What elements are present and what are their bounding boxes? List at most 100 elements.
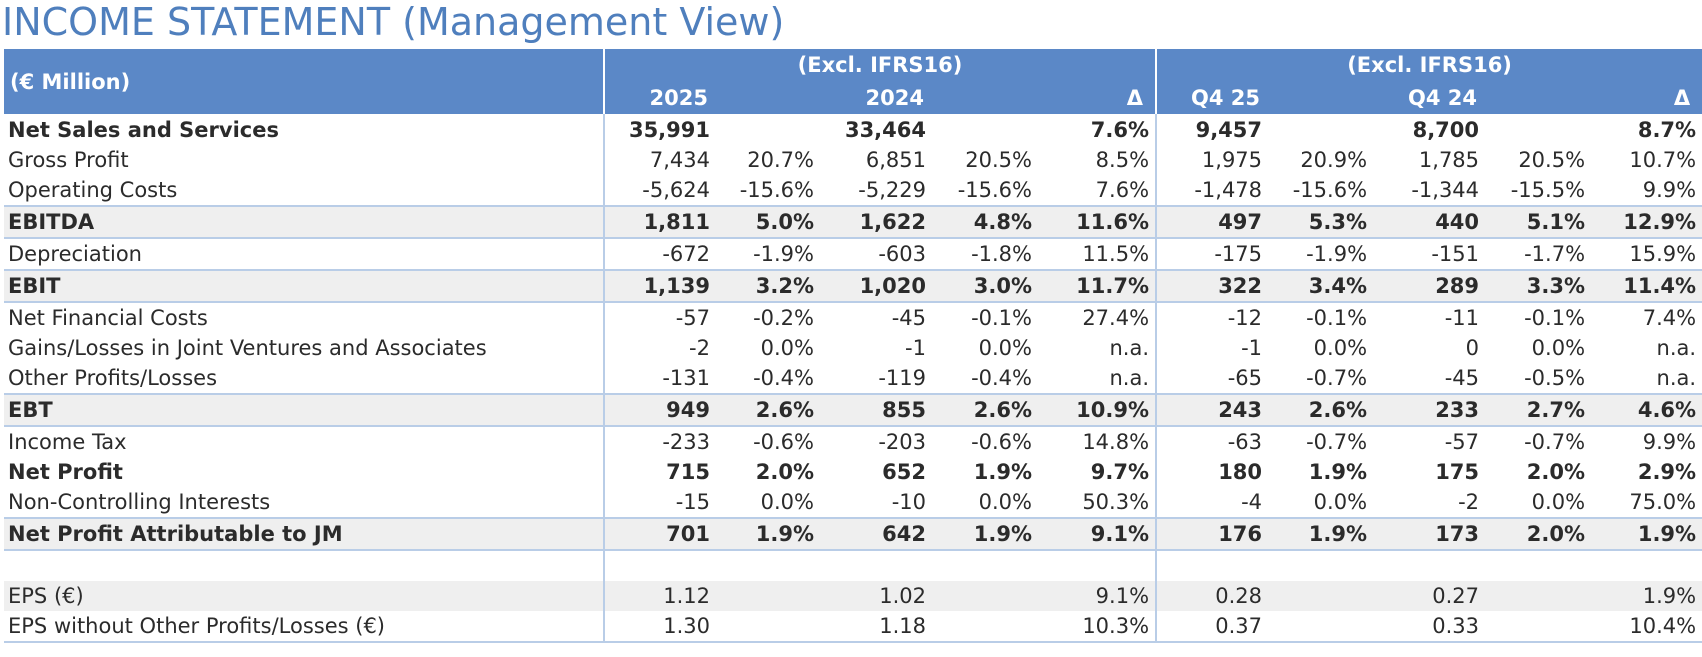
value-2025: 949 [603, 393, 716, 426]
income-statement-table: (€ Million) (Excl. IFRS16) (Excl. IFRS16… [4, 49, 1702, 643]
pct-q4-24: 2.0% [1485, 517, 1592, 550]
pct-q4-24: 3.3% [1485, 269, 1592, 302]
row-label: Other Profits/Losses [8, 366, 218, 390]
value-2025: -5,624 [603, 175, 716, 206]
value-2024: -119 [878, 366, 926, 390]
value-2024: -5,229 [858, 178, 926, 202]
value-q4-25 [1155, 549, 1269, 581]
pct-q4-25: -0.7% [1268, 425, 1374, 457]
delta-annual: 14.8% [1038, 425, 1157, 457]
col-header-2025-pct [716, 81, 820, 114]
value-2025: 1,139 [603, 269, 716, 302]
table-row: Income Tax -233 -0.6% -203 -0.6% 14.8% -63 -0.7… [4, 425, 1702, 457]
pct-2025: -15.6% [739, 178, 814, 202]
delta-quarter: 1.9% [1591, 517, 1702, 550]
delta-annual: 9.1% [1038, 581, 1157, 611]
value-2024: 1.02 [820, 581, 932, 611]
delta-quarter: 2.9% [1637, 460, 1697, 484]
value-q4-25: -1 [1155, 333, 1269, 363]
col-header-q4-24-pct [1485, 81, 1592, 114]
col-header-2024: 2024 [820, 81, 932, 114]
pct-2024: 20.5% [965, 148, 1032, 172]
value-2024: 652 [882, 460, 926, 484]
pct-2025: 20.7% [747, 148, 814, 172]
delta-quarter: n.a. [1656, 336, 1697, 360]
row-label: EBITDA [4, 205, 604, 238]
col-header-2024-pct [932, 81, 1038, 114]
row-label: EBIT [4, 269, 604, 302]
value-q4-25: -4 [1155, 487, 1269, 518]
delta-annual: 11.6% [1038, 205, 1157, 238]
value-q4-24 [1373, 549, 1486, 581]
pct-q4-24: -1.7% [1485, 237, 1592, 270]
pct-2024 [932, 549, 1038, 581]
value-q4-25: 243 [1155, 393, 1269, 426]
row-label: EPS (€) [4, 581, 604, 611]
pct-q4-24: 2.0% [1526, 460, 1586, 484]
pct-q4-24 [1485, 611, 1592, 643]
pct-2024: -0.1% [932, 301, 1038, 333]
value-2024: -10 [891, 490, 926, 514]
pct-q4-25: 20.9% [1300, 148, 1368, 172]
table-row: Net Profit 715 2.0% 652 1.9% 9.7% 180 1.9% 175 2.… [4, 457, 1702, 487]
col-header-annual-delta: Δ [1038, 81, 1157, 114]
value-2025: 1.30 [603, 611, 716, 643]
col-header-q4-24: Q4 24 [1373, 81, 1486, 114]
value-2024: -203 [820, 425, 932, 457]
pct-2025: 5.0% [716, 205, 820, 238]
delta-annual: 9.1% [1038, 517, 1157, 550]
delta-annual [1038, 549, 1157, 581]
delta-annual: 11.5% [1038, 237, 1157, 270]
delta-quarter: 8.7% [1637, 117, 1697, 142]
pct-q4-25: -1.9% [1268, 237, 1374, 270]
table-row: Net Profit Attributable to JM 701 1.9% 642 1… [4, 517, 1702, 550]
pct-2025: 2.0% [755, 460, 814, 484]
value-2025: 7,434 [603, 145, 716, 175]
table-row: Net Sales and Services 35,991 33,464 7.6% 9,… [4, 114, 1702, 145]
delta-annual: 7.6% [1095, 178, 1150, 202]
value-q4-24: -45 [1444, 366, 1480, 390]
pct-q4-25: 1.9% [1308, 460, 1368, 484]
row-label: EPS without Other Profits/Losses (€) [4, 611, 604, 643]
pct-q4-25 [1268, 114, 1373, 145]
row-label: Net Profit [8, 460, 123, 484]
col-header-q4-25: Q4 25 [1155, 81, 1269, 114]
value-2024: 33,464 [844, 117, 926, 142]
table-row: EBITDA 1,811 5.0% 1,622 4.8% 11.6% 497 5.3% 440 5… [4, 205, 1702, 238]
value-q4-25: -65 [1155, 363, 1269, 394]
table-body: Net Sales and Services 35,991 33,464 7.6% 9,… [4, 114, 1702, 643]
pct-q4-24 [1485, 549, 1592, 581]
value-q4-24: -1,344 [1411, 178, 1480, 202]
value-q4-24: 0.33 [1373, 611, 1486, 643]
value-q4-24: -2 [1458, 490, 1480, 514]
delta-annual: 27.4% [1038, 301, 1157, 333]
value-q4-24: 440 [1373, 205, 1486, 238]
value-2025: -131 [603, 363, 716, 394]
value-2024: 855 [820, 393, 932, 426]
pct-q4-24: -15.5% [1510, 178, 1586, 202]
pct-2025: 1.9% [716, 517, 820, 550]
table-row [4, 549, 1702, 581]
pct-2024: 2.6% [932, 393, 1038, 426]
pct-2025: 3.2% [716, 269, 820, 302]
value-q4-25: 176 [1155, 517, 1269, 550]
table-row: EPS (€) 1.12 1.02 9.1% 0.28 0.27 1.9% [4, 581, 1702, 611]
pct-q4-24: -0.1% [1485, 301, 1592, 333]
delta-annual: n.a. [1109, 336, 1150, 360]
value-q4-24: 8,700 [1412, 117, 1480, 142]
delta-annual: 7.6% [1090, 117, 1150, 142]
value-q4-25: -1,478 [1155, 175, 1269, 206]
pct-2025 [716, 611, 820, 643]
delta-quarter: 75.0% [1629, 490, 1697, 514]
value-q4-25: 497 [1155, 205, 1269, 238]
delta-quarter: n.a. [1656, 366, 1697, 390]
row-label: Income Tax [4, 425, 604, 457]
value-2025: -233 [603, 425, 716, 457]
value-2024: -603 [820, 237, 932, 270]
pct-2024: -0.4% [971, 366, 1032, 390]
pct-q4-25: 3.4% [1268, 269, 1374, 302]
row-label: Net Financial Costs [4, 301, 604, 333]
delta-annual: n.a. [1109, 366, 1150, 390]
table-row: Gross Profit 7,434 20.7% 6,851 20.5% 8.5% 1,97… [4, 145, 1702, 175]
pct-q4-25: 5.3% [1268, 205, 1374, 238]
